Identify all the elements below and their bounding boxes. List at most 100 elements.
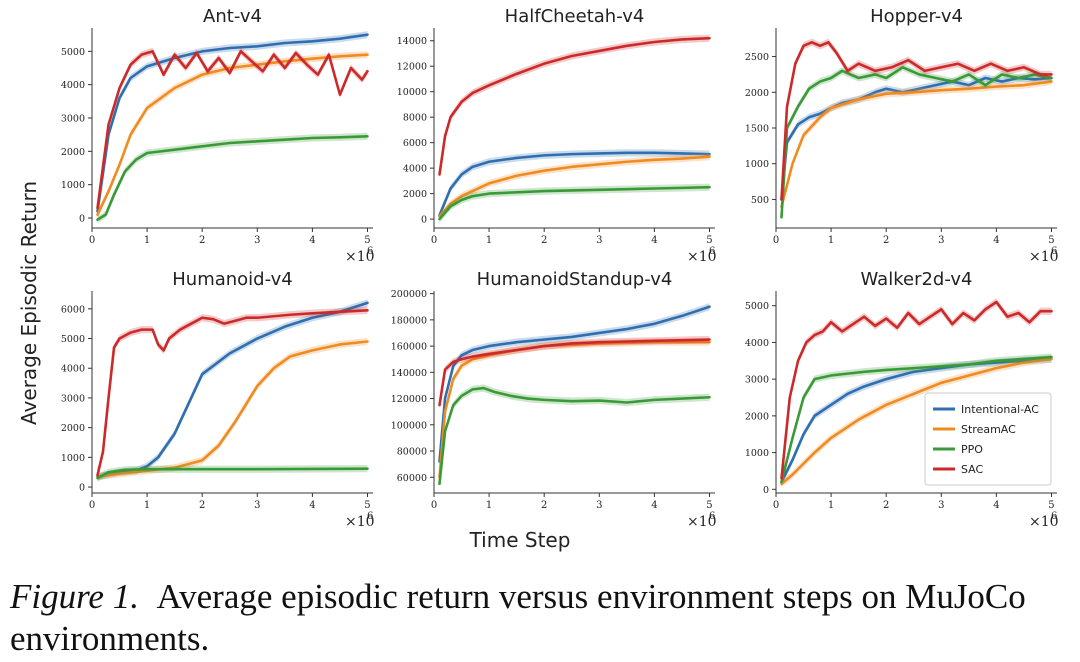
x-tick-label: 4 (993, 235, 999, 246)
chart-title: HalfCheetah-v4 (505, 6, 645, 27)
y-tick-label: 0 (79, 214, 85, 225)
legend-box (924, 392, 1052, 486)
series-line (780, 357, 1053, 486)
y-tick-label: 1000 (745, 448, 769, 459)
x-tick-label: 2 (883, 235, 889, 246)
panels-group: Ant-v40 1 2 3 4 5×106010002000300040005000Hal… (61, 6, 1059, 530)
series-line (780, 40, 1053, 201)
series-line (438, 305, 711, 463)
y-tick-label: 80000 (397, 447, 427, 458)
y-tick-label: 12000 (397, 62, 427, 73)
y-tick-label: 3000 (61, 393, 85, 404)
legend: Intentional-AC StreamAC PPO SAC (924, 392, 1052, 486)
y-tick-label: 4000 (403, 164, 427, 175)
chart-panel: HalfCheetah-v4 0 1 2 3 4 5 ×106 0 2000 4000 6000 800… (397, 6, 717, 265)
series-line (96, 467, 369, 480)
x-tick-label: 1 (828, 500, 834, 511)
x-tick-label: 4 (993, 500, 999, 511)
y-tick-label: 10000 (397, 87, 427, 98)
x-tick-label: 2 (199, 500, 205, 511)
x-tick-label: 3 (938, 500, 944, 511)
chart-panel: Hopper-v4 0 1 2 3 4 5 ×106 500 1000 1500 2000 2500 (745, 6, 1059, 265)
y-tick-label: 120000 (391, 394, 427, 405)
x-tick-label: 0 (431, 235, 437, 246)
x-multiplier-exponent: 6 (709, 246, 715, 257)
y-tick-label: 2000 (61, 423, 85, 434)
figure-ylabel: Average Episodic Return (17, 181, 41, 425)
x-tick-label: 5 (706, 235, 712, 246)
series-line (96, 340, 369, 478)
series-line (438, 151, 711, 217)
series-line (96, 53, 369, 216)
chart-panel: Ant-v4 0 1 2 3 4 5 ×106 0 1000 2000 3000 4000 5000 (61, 6, 375, 265)
x-multiplier-label: ×10 (1029, 514, 1059, 530)
x-tick-label: 0 (89, 235, 95, 246)
x-multiplier-exponent: 6 (1051, 246, 1057, 257)
x-tick-label: 3 (938, 235, 944, 246)
series-line (96, 33, 369, 213)
y-tick-label: 14000 (397, 36, 427, 47)
y-tick-label: 1000 (61, 180, 85, 191)
x-tick-label: 1 (486, 500, 492, 511)
x-tick-label: 2 (541, 235, 547, 246)
series-line (438, 340, 711, 479)
series-line (438, 338, 711, 407)
figure-caption: Figure 1. Average episodic return versus… (10, 576, 1070, 660)
series-line (96, 50, 369, 210)
series-line (96, 309, 369, 477)
x-tick-label: 2 (541, 500, 547, 511)
x-tick-label: 2 (199, 235, 205, 246)
y-tick-label: 5000 (61, 334, 85, 345)
series-line (96, 135, 369, 221)
x-tick-label: 0 (431, 500, 437, 511)
y-tick-label: 1000 (61, 453, 85, 464)
x-tick-label: 4 (651, 235, 657, 246)
x-multiplier-label: ×10 (687, 249, 717, 265)
series-line (780, 357, 1053, 484)
y-tick-label: 60000 (397, 473, 427, 484)
y-tick-label: 180000 (391, 315, 427, 326)
y-tick-label: 1500 (745, 124, 769, 135)
y-tick-label: 4000 (61, 364, 85, 375)
y-tick-label: 2000 (61, 147, 85, 158)
x-tick-label: 4 (309, 235, 315, 246)
figure-xlabel: Time Step (469, 528, 571, 552)
chart-panel: Walker2d-v4 0 1 2 3 4 5 ×106 0 1000 2000 3000 4000 50… (745, 269, 1059, 530)
x-tick-label: 1 (486, 235, 492, 246)
x-multiplier-label: ×10 (345, 514, 375, 530)
caption-text: Average episodic return versus environme… (10, 577, 1026, 658)
series-line (438, 36, 711, 176)
series-band (781, 63, 1052, 221)
y-tick-label: 2000 (745, 411, 769, 422)
series-band (439, 384, 710, 488)
x-multiplier-exponent: 6 (1051, 511, 1057, 522)
y-tick-label: 1000 (745, 159, 769, 170)
x-tick-label: 1 (144, 500, 150, 511)
y-tick-label: 500 (751, 195, 769, 206)
series-band (781, 77, 1052, 211)
series-line (780, 80, 1053, 208)
chart-panel: HumanoidStandup-v4 0 1 2 3 4 5 ×106 60000 80000 10… (391, 269, 717, 530)
chart-title: Hopper-v4 (870, 6, 963, 27)
series-band (97, 306, 368, 479)
y-tick-label: 0 (763, 485, 769, 496)
y-tick-label: 6000 (61, 304, 85, 315)
x-tick-label: 5 (1048, 500, 1054, 511)
y-tick-label: 6000 (403, 138, 427, 149)
series-band (97, 51, 368, 219)
x-tick-label: 3 (596, 500, 602, 511)
x-tick-label: 3 (596, 235, 602, 246)
x-multiplier-exponent: 6 (367, 246, 373, 257)
x-multiplier-label: ×10 (687, 514, 717, 530)
y-tick-label: 160000 (391, 342, 427, 353)
x-tick-label: 1 (144, 235, 150, 246)
x-tick-label: 5 (364, 235, 370, 246)
chart-title: Ant-v4 (203, 6, 262, 27)
x-tick-label: 4 (651, 500, 657, 511)
x-tick-label: 0 (773, 235, 779, 246)
chart-panel: Humanoid-v4 0 1 2 3 4 5 ×106 0 1000 2000 3000 4000 50… (61, 269, 375, 530)
x-tick-label: 3 (254, 500, 260, 511)
x-multiplier-exponent: 6 (709, 511, 715, 522)
series-line (780, 355, 1053, 484)
